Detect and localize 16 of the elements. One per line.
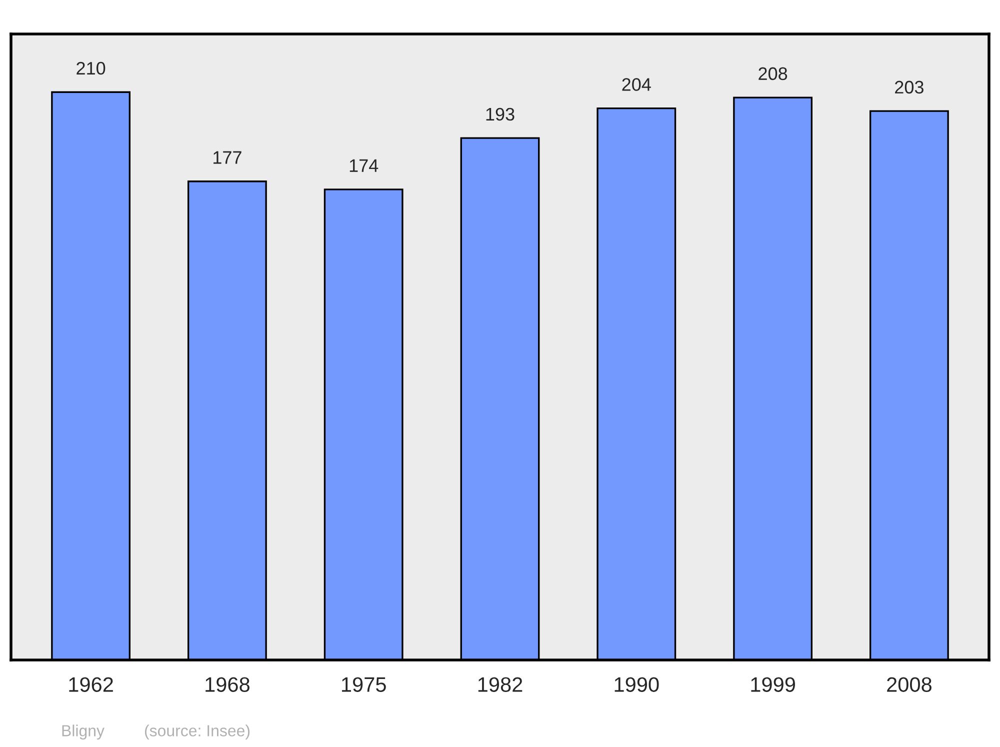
x-tick-label: 1982	[478, 677, 522, 692]
text: Bligny	[62, 724, 104, 740]
x-tick-label: 1990	[614, 677, 659, 692]
data-label: 193	[486, 108, 514, 121]
x-tick-label: 1975	[342, 677, 386, 692]
data-label: 210	[76, 62, 106, 75]
x-tick-label: 1999	[751, 677, 795, 692]
data-label: 203	[895, 80, 924, 94]
data-label: 204	[622, 78, 651, 91]
x-tick-label: 1968	[206, 677, 250, 692]
x-tick-label: 2008	[887, 677, 932, 692]
data-label: 208	[758, 67, 788, 80]
data-label: 174	[350, 159, 378, 172]
text: (source: Insee)	[144, 724, 250, 740]
x-tick-label: 1962	[69, 677, 113, 692]
data-label: 177	[214, 151, 242, 164]
